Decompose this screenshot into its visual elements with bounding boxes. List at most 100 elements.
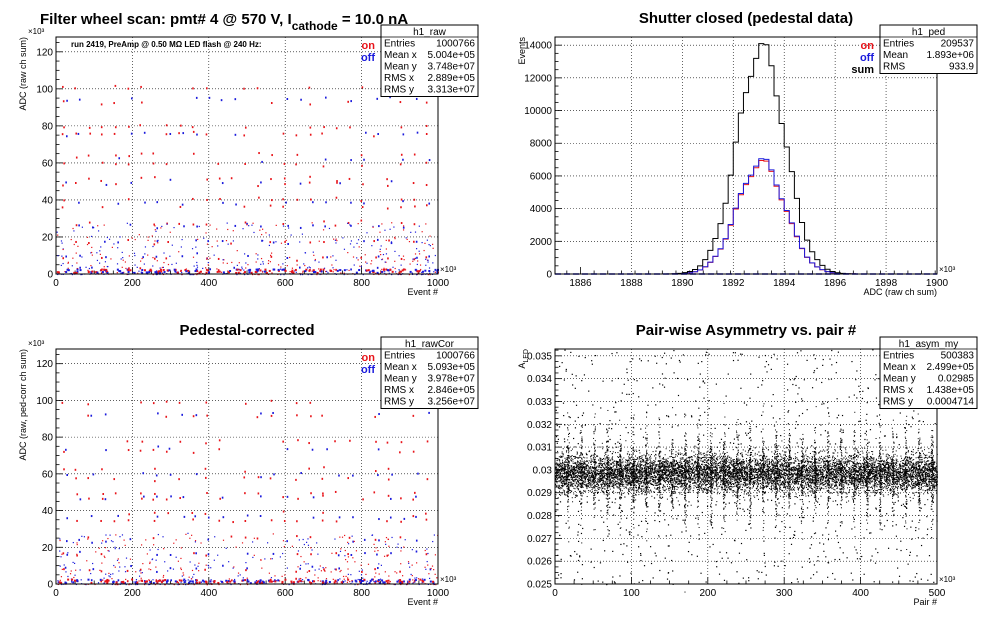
asym-point — [787, 469, 789, 471]
scatter-point — [100, 246, 102, 248]
baseline-point — [421, 579, 424, 582]
scatter-point — [331, 552, 333, 554]
baseline-point — [401, 269, 404, 272]
x-tick-label: 400 — [852, 588, 869, 599]
on-point — [165, 400, 168, 403]
on-point — [178, 579, 181, 582]
scatter-point — [359, 265, 361, 267]
scatter-point — [383, 267, 385, 269]
asym-point — [916, 461, 918, 463]
on-point — [61, 206, 64, 209]
on-point — [400, 126, 403, 129]
baseline-point — [221, 580, 224, 583]
scatter-point — [261, 233, 263, 236]
asym-point — [665, 488, 667, 490]
asym-point — [851, 474, 853, 476]
asym-point — [917, 482, 919, 484]
scatter-point — [352, 557, 354, 559]
on-point — [128, 155, 131, 158]
asym-point — [612, 478, 614, 480]
asym-point — [631, 456, 633, 458]
asym-point — [836, 481, 838, 483]
asym-point — [578, 485, 580, 487]
asym-point — [675, 479, 677, 481]
asym-point — [707, 488, 709, 490]
on-point — [88, 126, 91, 129]
asym-point — [825, 487, 827, 489]
asym-point — [777, 498, 779, 500]
scatter-point — [193, 583, 195, 586]
asym-point — [683, 484, 685, 486]
scatter-point — [310, 547, 312, 549]
asym-point — [757, 461, 759, 463]
asym-point — [762, 498, 764, 500]
asym-point — [884, 469, 886, 471]
baseline-point — [213, 580, 216, 583]
asym-point — [642, 460, 644, 462]
legend-on: on — [362, 40, 376, 52]
off-point — [286, 98, 289, 101]
baseline-point — [367, 269, 370, 272]
on-point — [258, 152, 260, 155]
off-point — [117, 241, 119, 244]
asym-point — [588, 483, 590, 485]
asym-point — [672, 465, 674, 467]
on-point — [139, 568, 142, 571]
asym-point — [856, 476, 858, 478]
asym-point — [814, 459, 816, 461]
baseline-point — [127, 269, 130, 272]
scatter-point — [65, 582, 68, 584]
scatter-point — [242, 228, 244, 230]
scatter-point — [349, 243, 352, 245]
asym-point — [601, 473, 603, 475]
scatter-point — [243, 269, 245, 271]
asym-point — [890, 476, 892, 478]
asym-point — [847, 480, 849, 482]
asym-point — [873, 459, 875, 461]
on-point — [218, 439, 221, 442]
asym-point — [874, 466, 876, 468]
on-point — [425, 518, 428, 521]
off-point — [209, 268, 212, 271]
baseline-point — [158, 272, 161, 275]
scatter-point — [245, 267, 247, 269]
raw-adc-pad: 0 200 400 600 800 1000020406080100120×10³×10³… — [18, 24, 479, 297]
asym-point — [890, 464, 892, 466]
on-point — [400, 206, 402, 209]
scatter-point — [362, 577, 364, 579]
asym-point — [707, 472, 709, 474]
scatter-point — [162, 536, 164, 538]
off-point — [130, 97, 133, 100]
asym-point — [834, 466, 836, 468]
asym-point — [903, 470, 905, 472]
off-point — [350, 553, 353, 556]
asym-point — [817, 474, 819, 476]
scatter-point — [402, 225, 405, 227]
off-point — [376, 238, 379, 241]
off-point — [195, 239, 197, 242]
scatter-point — [206, 257, 208, 260]
asym-point — [663, 461, 665, 463]
baseline-point — [423, 578, 426, 581]
asym-point — [640, 478, 642, 480]
off-point — [207, 516, 210, 519]
asym-point — [823, 488, 825, 490]
baseline-point — [90, 271, 93, 274]
asym-point — [732, 472, 734, 474]
asym-point — [886, 489, 888, 491]
asym-point — [635, 478, 637, 480]
scatter-point — [365, 261, 367, 263]
on-point — [412, 498, 415, 501]
scatter-point — [231, 261, 233, 264]
on-point — [334, 490, 337, 493]
y-tick-label: 0.029 — [527, 488, 552, 499]
baseline-point — [158, 270, 161, 273]
asym-point — [787, 447, 789, 449]
on-point — [153, 257, 156, 260]
scatter-point — [171, 263, 173, 266]
asym-point — [629, 479, 631, 481]
off-point — [364, 552, 366, 555]
asym-point — [890, 479, 892, 481]
asym-point — [588, 469, 590, 471]
scatter-point — [187, 579, 189, 581]
